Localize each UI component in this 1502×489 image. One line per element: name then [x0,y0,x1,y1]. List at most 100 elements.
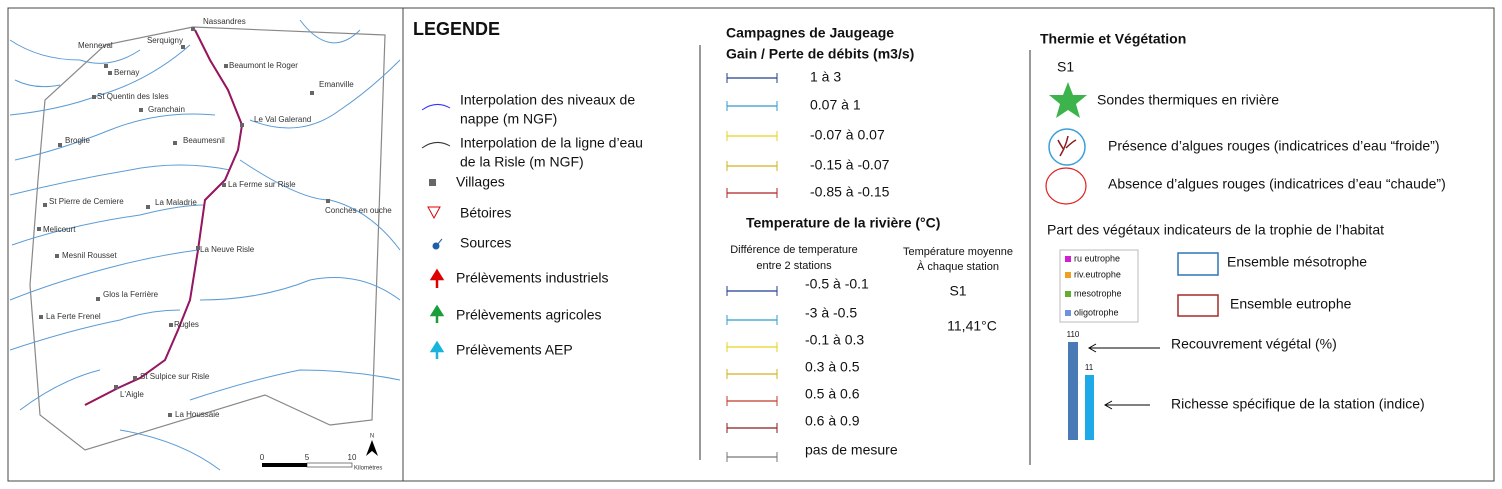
legend-item: -0.15 à -0.07 [810,157,890,173]
bar-note: Recouvrement végétal (%) [1171,336,1337,352]
village-marker [92,95,96,99]
section-title: Campagnes de Jaugeage [726,25,894,41]
place-label: La Ferme sur Risle [228,180,296,189]
village-marker [43,203,47,207]
temperature-items: -0.5 à -0.1 -3 à -0.5 -0.1 à 0.3 0.3 à 0.5 0… [726,276,898,462]
legend-item: -0.5 à -0.1 [805,276,869,292]
column-header: À chaque station [917,260,999,273]
section-title: Thermie et Végétation [1040,31,1186,47]
legend-item: Sources [460,235,511,251]
column-header: entre 2 stations [756,260,832,272]
village-marker [37,227,41,231]
places: Nassandres Serquigny Menneval Bernay Beaumon… [37,17,392,419]
village-marker [173,141,177,145]
station: S1 [1057,59,1074,75]
village-marker [222,183,226,187]
legend-item: Ensemble mésotrophe [1227,254,1367,270]
station: S1 [949,283,966,299]
trophie-item: mesotrophe [1074,288,1122,298]
legend-item: Absence d’algues rouges (indicatrices d’… [1108,176,1446,192]
legend-item: Prélèvements industriels [456,270,609,286]
place-label: La Houssaie [175,410,220,419]
trophie-item: ru eutrophe [1074,253,1120,263]
legend-title: LEGENDE [413,19,500,39]
place-label: Melicourt [43,225,76,234]
village-marker [58,143,62,147]
place-label: Granchain [148,105,185,114]
place-label: Beaumont le Roger [229,61,298,70]
section-title: Gain / Perte de débits (m3/s) [726,46,914,62]
place-label: Glos la Ferrière [103,290,159,299]
legend-item: 1 à 3 [810,69,841,85]
legend-item: Villages [456,174,505,190]
place-label: Serquigny [147,36,183,45]
legend-item: -0.1 à 0.3 [805,332,864,348]
legend-item: -3 à -0.5 [805,305,857,321]
place-label: Bernay [114,68,139,77]
place-label: St Quentin des Isles [97,92,169,101]
scale-unit: Kilomètres [354,466,382,472]
village-marker [196,246,200,250]
place-label: La Maladrie [155,198,197,207]
place-label: L'Aigle [120,390,144,399]
place-label: La Neuve Risle [200,245,255,254]
village-marker [39,315,43,319]
legend-item: -0.85 à -0.15 [810,184,890,200]
place-label: Menneval [78,41,113,50]
village-marker [108,71,112,75]
legend-item: 0.6 à 0.9 [805,413,860,429]
legend-icons [421,104,451,359]
place-label: Beaumesnil [183,136,225,145]
column-header: Différence de temperature [730,244,858,256]
bar-note: Richesse spécifique de la station (indic… [1171,396,1425,412]
village-marker [181,45,185,49]
trophie-item: oligotrophe [1074,307,1119,317]
village-marker [104,64,108,68]
place-label: Nassandres [203,17,246,26]
legend-item: -0.07 à 0.07 [810,127,885,143]
village-marker [55,254,59,258]
legend-item: Bétoires [460,205,511,221]
place-label: La Ferte Frenel [46,312,101,321]
scale-label: 5 [305,453,310,462]
legend-item: de la Risle (m NGF) [460,154,584,170]
village-marker [191,27,195,31]
village-marker [224,64,228,68]
legend-item: Prélèvements agricoles [456,307,602,323]
trophie-item: riv.eutrophe [1074,269,1121,279]
legend-item: 0.5 à 0.6 [805,386,860,402]
place-label: Le Val Galerand [254,115,311,124]
village-marker [139,108,143,112]
scale-label: 10 [348,453,357,462]
legend-item: Interpolation de la ligne d’eau [460,135,643,151]
village-marker [146,205,150,209]
north: N [370,434,374,440]
mean-temperature: 11,41°C [947,318,997,334]
thermie-icons [1045,82,1219,440]
legend-item: Présence d’algues rouges (indicatrices d… [1108,138,1440,154]
village-marker [326,199,330,203]
scale-label: 0 [260,453,265,462]
village-marker [133,376,137,380]
place-label: Mesnil Rousset [62,251,117,260]
legend-item: 0.07 à 1 [810,97,861,113]
legend-item: nappe (m NGF) [460,111,557,127]
place-label: Rugles [174,320,199,329]
legend-item: pas de mesure [805,442,898,458]
legend-item: Sondes thermiques en rivière [1097,92,1279,108]
jaugeage-items: 1 à 3 0.07 à 1 -0.07 à 0.07 -0.15 à -0.07 -0… [726,69,890,200]
subtitle: Part des végétaux indicateurs de la trop… [1047,222,1384,238]
section-title: Temperature de la rivière (°C) [746,215,940,231]
legend-item: 0.3 à 0.5 [805,359,860,375]
bar-label: 110 [1067,330,1080,339]
legend-item: Prélèvements AEP [456,342,573,358]
place-label: St Sulpice sur Risle [140,372,210,381]
village-marker [310,91,314,95]
frame [7,7,1495,482]
village-marker [169,323,173,327]
legend-item: Ensemble eutrophe [1230,296,1352,312]
village-marker [240,123,244,127]
place-label: St Pierre de Cemiere [49,197,124,206]
legend-item: Interpolation des niveaux de [460,92,635,108]
